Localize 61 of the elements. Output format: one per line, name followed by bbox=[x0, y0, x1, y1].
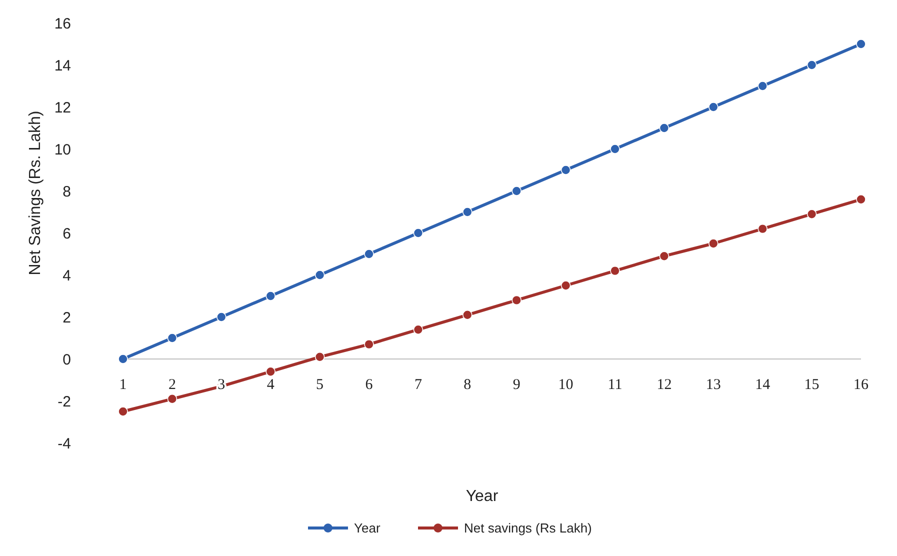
point bbox=[659, 123, 670, 133]
point bbox=[462, 310, 472, 320]
point bbox=[118, 406, 128, 416]
y-tick-label: 8 bbox=[62, 183, 71, 200]
y-tick-label: 10 bbox=[54, 141, 71, 158]
point bbox=[758, 224, 768, 234]
point bbox=[708, 238, 718, 248]
point bbox=[413, 228, 424, 238]
x-tick-label: 4 bbox=[266, 377, 275, 393]
y-tick-label: 6 bbox=[62, 225, 71, 242]
point bbox=[364, 339, 374, 350]
point bbox=[462, 207, 472, 217]
y-tick-label: 2 bbox=[62, 309, 71, 326]
y-tick-label: 12 bbox=[54, 99, 71, 116]
x-tick-label: 9 bbox=[512, 377, 520, 393]
legend-label: Net savings (Rs Lakh) bbox=[464, 520, 592, 536]
x-axis-title: Year bbox=[466, 488, 499, 505]
point bbox=[512, 186, 522, 196]
point bbox=[364, 249, 374, 259]
point bbox=[560, 280, 571, 290]
point bbox=[266, 366, 276, 376]
x-tick-label: 2 bbox=[168, 377, 176, 393]
y-tick-label: 16 bbox=[54, 15, 71, 32]
x-tick-label: 8 bbox=[464, 377, 472, 393]
x-tick-label: 6 bbox=[365, 377, 374, 393]
y-tick-label: -2 bbox=[58, 393, 71, 410]
legend-label: Year bbox=[354, 520, 381, 536]
point bbox=[758, 81, 768, 91]
y-tick-label: 14 bbox=[54, 57, 71, 74]
point bbox=[560, 165, 571, 175]
x-tick-label: 13 bbox=[706, 377, 721, 393]
x-tick-label: 10 bbox=[558, 377, 574, 393]
point bbox=[314, 270, 325, 280]
point bbox=[167, 333, 178, 343]
point bbox=[413, 324, 424, 334]
point bbox=[856, 194, 866, 204]
y-axis-title: Net Savings (Rs. Lakh) bbox=[27, 110, 44, 276]
point bbox=[216, 312, 226, 322]
x-tick-label: 7 bbox=[414, 377, 422, 393]
point bbox=[512, 295, 522, 306]
x-tick-label: 1 bbox=[119, 377, 127, 393]
y-tick-label: 4 bbox=[62, 267, 71, 284]
point bbox=[806, 209, 817, 219]
point bbox=[856, 39, 866, 49]
x-tick-label: 5 bbox=[316, 377, 324, 393]
point bbox=[266, 291, 276, 301]
point bbox=[610, 144, 620, 154]
point bbox=[118, 354, 128, 364]
y-tick-label: 0 bbox=[62, 351, 71, 368]
point bbox=[806, 60, 817, 70]
point bbox=[610, 266, 620, 276]
y-tick-label: -4 bbox=[58, 435, 71, 452]
x-tick-label: 16 bbox=[854, 377, 869, 393]
x-tick-label: 15 bbox=[804, 377, 820, 393]
x-tick-label: 14 bbox=[755, 377, 771, 393]
x-tick-label: 12 bbox=[656, 377, 672, 393]
point bbox=[167, 394, 178, 404]
point bbox=[314, 352, 325, 362]
x-tick-label: 11 bbox=[608, 377, 622, 393]
point bbox=[659, 251, 670, 261]
point bbox=[708, 102, 718, 112]
